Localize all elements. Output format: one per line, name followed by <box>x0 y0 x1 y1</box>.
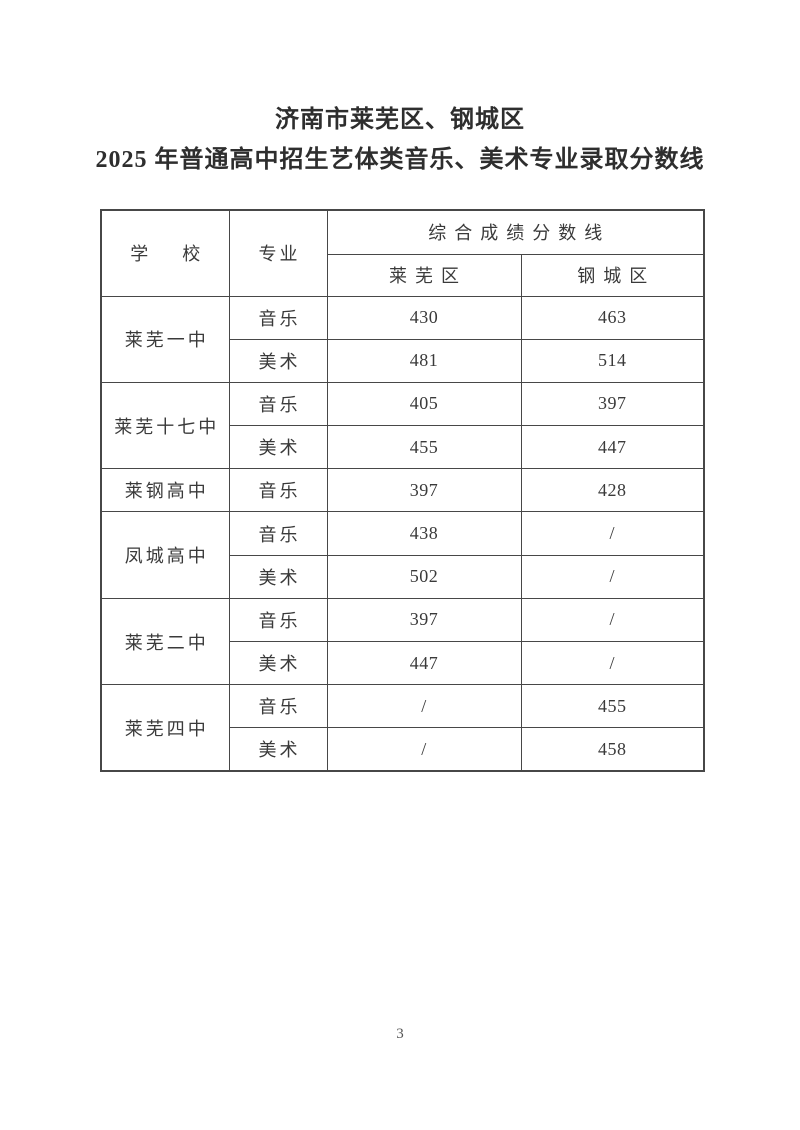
scores-table: 学 校 专业 综合成绩分数线 莱芜区 钢城区 莱芜一中 音乐 430 463 美… <box>100 209 705 773</box>
score-gangcheng: 514 <box>520 338 705 383</box>
col-header-gangcheng: 钢城区 <box>520 253 705 297</box>
score-laiwu: / <box>326 727 522 772</box>
page-number: 3 <box>396 1026 404 1042</box>
score-laiwu: 447 <box>326 640 522 686</box>
score-laiwu: 397 <box>326 597 522 643</box>
score-laiwu: 405 <box>326 381 522 427</box>
col-header-school: 学 校 <box>100 209 230 297</box>
major-cell: 美术 <box>228 554 328 599</box>
table-row: 莱芜十七中 音乐 405 397 <box>100 381 705 470</box>
table-row: 莱芜四中 音乐 / 455 <box>100 684 705 772</box>
score-gangcheng: 463 <box>520 295 705 340</box>
score-laiwu: 481 <box>326 338 522 383</box>
major-cell: 美术 <box>228 727 328 772</box>
score-gangcheng: / <box>520 554 705 599</box>
table-row: 美术 481 514 <box>101 338 705 383</box>
table-row: 美术 / 458 <box>101 727 705 772</box>
major-cell: 音乐 <box>228 468 328 513</box>
score-gangcheng: 455 <box>520 684 705 729</box>
document-title-line2: 2025 年普通高中招生艺体类音乐、美术专业录取分数线 <box>95 147 705 173</box>
table-row: 美术 502 / <box>101 554 705 599</box>
school-cell: 凤城高中 <box>100 511 230 599</box>
score-laiwu: 438 <box>326 511 522 556</box>
table-row: 美术 447 / <box>101 640 705 686</box>
school-cell: 莱芜一中 <box>100 295 230 383</box>
score-laiwu: / <box>326 684 522 729</box>
table-row: 凤城高中 音乐 438 / <box>100 511 705 599</box>
score-laiwu: 397 <box>326 468 522 513</box>
score-gangcheng: 447 <box>520 425 705 470</box>
col-header-major: 专业 <box>228 209 328 297</box>
major-cell: 美术 <box>228 425 328 470</box>
score-gangcheng: / <box>520 597 705 643</box>
major-cell: 音乐 <box>228 381 328 427</box>
school-cell: 莱钢高中 <box>100 468 230 513</box>
score-laiwu: 502 <box>326 554 522 599</box>
score-laiwu: 430 <box>326 295 522 340</box>
col-header-score-group: 综合成绩分数线 <box>326 209 705 255</box>
table-row: 莱芜二中 音乐 397 / <box>100 597 705 686</box>
major-cell: 音乐 <box>228 597 328 643</box>
header-row-1: 学 校 专业 综合成绩分数线 <box>100 209 705 297</box>
table-row: 莱芜一中 音乐 430 463 <box>100 295 705 383</box>
score-gangcheng: / <box>520 640 705 686</box>
major-cell: 音乐 <box>228 511 328 556</box>
major-cell: 音乐 <box>228 295 328 340</box>
table-row: 莱钢高中 音乐 397 428 <box>100 468 705 513</box>
school-cell: 莱芜二中 <box>100 597 230 686</box>
major-cell: 美术 <box>228 640 328 686</box>
school-cell: 莱芜十七中 <box>100 381 230 470</box>
score-laiwu: 455 <box>326 425 522 470</box>
major-cell: 美术 <box>228 338 328 383</box>
score-gangcheng: 458 <box>520 727 705 772</box>
school-cell: 莱芜四中 <box>100 684 230 772</box>
header-row-2: 莱芜区 钢城区 <box>101 253 705 297</box>
table-row: 美术 455 447 <box>101 425 705 470</box>
document-title-line1: 济南市莱芜区、钢城区 <box>275 107 525 133</box>
col-header-laiwu: 莱芜区 <box>326 253 522 297</box>
score-gangcheng: 397 <box>520 381 705 427</box>
major-cell: 音乐 <box>228 684 328 729</box>
score-gangcheng: / <box>520 511 705 556</box>
score-gangcheng: 428 <box>520 468 705 513</box>
